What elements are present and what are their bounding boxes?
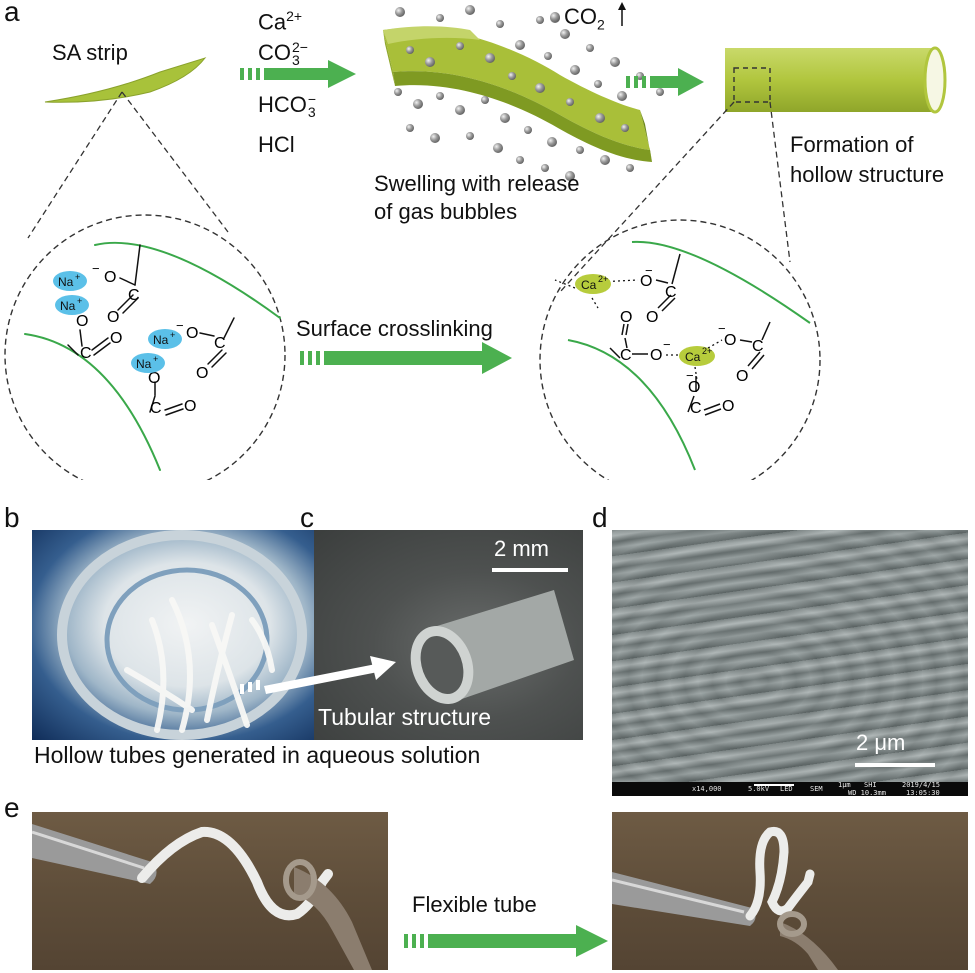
reagent-ca: Ca2+: [258, 8, 303, 35]
svg-text:−: −: [176, 318, 184, 333]
svg-text:O: O: [110, 330, 122, 347]
photo-d-sem: x14,000 5.0kV LED SEM 1μm SHI WD 10.3mm …: [612, 530, 968, 796]
ca-ions: [575, 274, 715, 366]
arrow-2: [626, 68, 704, 96]
panel-label-d: d: [592, 502, 608, 533]
swelling-caption: Swelling with release of gas bubbles: [374, 171, 580, 224]
molecule-right: C O − O C O O − C O − O C O − O: [554, 240, 811, 471]
svg-text:O: O: [646, 309, 658, 326]
svg-text:2+: 2+: [598, 274, 608, 284]
arrow-crosslink: [300, 342, 512, 374]
svg-text:O: O: [104, 269, 116, 286]
svg-text:C: C: [752, 338, 764, 355]
svg-text:O: O: [736, 368, 748, 385]
panel-c-arrow: [240, 656, 396, 694]
panel-c-scale-bar: [492, 568, 568, 572]
sem-info-bar: x14,000 5.0kV LED SEM 1μm SHI WD 10.3mm …: [612, 781, 968, 796]
svg-text:C: C: [690, 400, 702, 417]
svg-text:Na: Na: [58, 275, 74, 289]
svg-text:C: C: [214, 335, 226, 352]
swollen-strip: [383, 26, 652, 162]
svg-text:−: −: [686, 368, 694, 383]
svg-text:C: C: [150, 400, 162, 417]
panel-b-caption: Hollow tubes generated in aqueous soluti…: [34, 742, 481, 768]
panel-label-a: a: [4, 0, 20, 27]
flexible-tube-label: Flexible tube: [412, 892, 537, 917]
zoom-circle-left: [4, 214, 286, 480]
photo-c-tube-closeup: [314, 530, 583, 740]
arrow-1: [240, 60, 356, 88]
svg-text:O: O: [76, 313, 88, 330]
photo-b-tubes-in-beaker: [32, 530, 314, 740]
panel-c-scale-label: 2 mm: [494, 536, 549, 561]
panel-label-e: e: [4, 792, 20, 823]
svg-text:O: O: [722, 398, 734, 415]
svg-text:Ca: Ca: [685, 350, 701, 364]
panel-d-scale-bar: [855, 763, 935, 767]
hollow-tube: [725, 46, 947, 114]
svg-text:+: +: [75, 272, 80, 282]
panel-label-c: c: [300, 502, 314, 533]
formation-caption: Formation of hollow structure: [790, 132, 945, 187]
svg-text:O: O: [196, 365, 208, 382]
svg-text:−: −: [92, 261, 100, 276]
svg-text:C: C: [620, 347, 632, 364]
panel-d-scale-label: 2 μm: [856, 730, 906, 755]
svg-text:O: O: [724, 332, 736, 349]
reagent-hcl: HCl: [258, 132, 295, 157]
svg-text:+: +: [153, 354, 158, 364]
svg-text:Na: Na: [136, 357, 152, 371]
crosslink-caption: Surface crosslinking: [296, 316, 493, 341]
svg-text:+: +: [77, 296, 82, 306]
svg-text:+: +: [170, 330, 175, 340]
svg-text:C: C: [128, 287, 140, 304]
co2-label: CO2: [564, 4, 605, 33]
svg-text:O: O: [186, 325, 198, 342]
sa-strip: [44, 57, 207, 103]
svg-text:O: O: [688, 379, 700, 396]
svg-text:−: −: [663, 337, 671, 352]
svg-text:−: −: [718, 321, 726, 336]
photo-e-left: [32, 812, 388, 970]
gas-bubbles: [394, 5, 664, 181]
reagent-hco3: HCO −3: [258, 91, 317, 121]
svg-text:Na: Na: [60, 299, 76, 313]
svg-text:2+: 2+: [702, 346, 712, 356]
panel-c-tubular-label: Tubular structure: [318, 704, 491, 730]
svg-text:O: O: [107, 309, 119, 326]
svg-text:O: O: [640, 273, 652, 290]
panel-a-graphics: C O − O C O − O C O − O C O − O Na+ Na+: [4, 2, 947, 480]
svg-text:O: O: [184, 398, 196, 415]
svg-text:O: O: [148, 370, 160, 387]
sa-strip-label: SA strip: [52, 40, 128, 65]
photo-e-right: [612, 812, 968, 970]
svg-text:−: −: [645, 263, 653, 278]
svg-text:C: C: [80, 345, 92, 362]
svg-text:O: O: [620, 309, 632, 326]
zoom-circle-right: [539, 219, 821, 480]
reagent-co3: CO 2− 3: [258, 39, 308, 69]
svg-text:C: C: [665, 284, 677, 301]
svg-text:Ca: Ca: [581, 278, 597, 292]
arrow-flexible: [404, 925, 608, 957]
panel-label-b: b: [4, 502, 20, 533]
na-ions: [53, 271, 182, 373]
svg-text:Na: Na: [153, 333, 169, 347]
svg-text:O: O: [650, 347, 662, 364]
